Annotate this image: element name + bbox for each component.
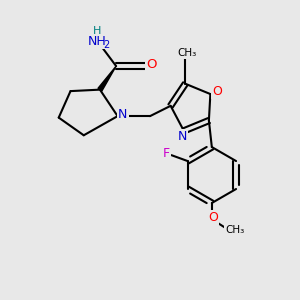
Text: O: O — [146, 58, 157, 71]
Text: O: O — [212, 85, 222, 98]
Text: F: F — [163, 147, 170, 160]
Text: H: H — [93, 26, 101, 36]
Text: CH₃: CH₃ — [225, 225, 244, 235]
Text: N: N — [178, 130, 187, 143]
Text: N: N — [118, 108, 128, 121]
Text: NH: NH — [88, 35, 106, 48]
Text: O: O — [208, 211, 218, 224]
Polygon shape — [98, 66, 116, 91]
Text: CH₃: CH₃ — [177, 48, 196, 58]
Text: 2: 2 — [103, 40, 110, 50]
